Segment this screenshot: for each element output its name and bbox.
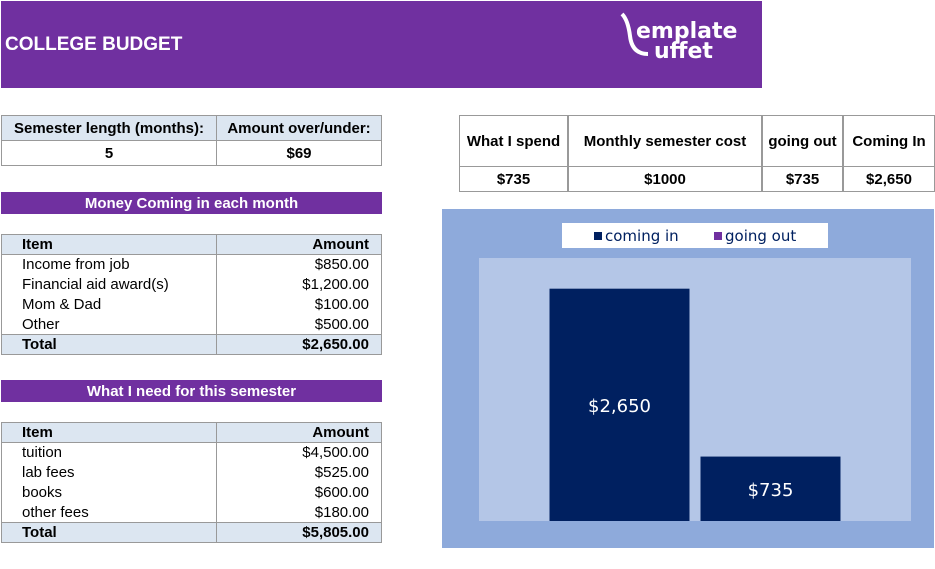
table-cell: $100.00 — [216, 294, 382, 315]
table-cell: lab fees — [1, 462, 217, 483]
bar — [700, 456, 841, 521]
section-title: What I need for this semester — [1, 380, 382, 402]
section-title: Money Coming in each month — [1, 192, 382, 214]
table-cell: Mom & Dad — [1, 294, 217, 315]
table-cell: $180.00 — [216, 502, 382, 523]
total-cell: Total — [1, 522, 217, 543]
total-cell: $5,805.00 — [216, 522, 382, 543]
table-cell: tuition — [1, 442, 217, 463]
header-cell: Amount — [216, 422, 382, 443]
plot-area — [479, 258, 911, 521]
table-cell: Income from job — [1, 254, 217, 275]
header-band: COLLEGE BUDGET — [1, 1, 762, 88]
header-cell: Item — [1, 422, 217, 443]
logo: emplate uffet — [620, 12, 737, 64]
header-cell: Coming In — [843, 115, 935, 167]
logo-text: uffet — [654, 39, 713, 64]
total-cell: $2,650.00 — [216, 334, 382, 355]
header-cell: Semester length (months): — [1, 115, 217, 141]
table-cell: Financial aid award(s) — [1, 274, 217, 295]
logo-hook — [620, 12, 649, 56]
table-cell: $600.00 — [216, 482, 382, 503]
value-cell: $2,650 — [843, 166, 935, 192]
value-cell: $735 — [459, 166, 568, 192]
logo-text: emplate — [636, 19, 737, 44]
legend-label: coming in — [605, 227, 679, 245]
value-cell: 5 — [1, 140, 217, 166]
header-cell: Item — [1, 234, 217, 255]
value-cell: $1000 — [568, 166, 762, 192]
data-label: $2,650 — [588, 396, 651, 417]
table-cell: books — [1, 482, 217, 503]
table-cell: $500.00 — [216, 314, 382, 335]
legend-marker — [714, 232, 722, 240]
bar — [549, 288, 690, 521]
value-cell: $735 — [762, 166, 843, 192]
table-cell: Other — [1, 314, 217, 335]
table-cell: $525.00 — [216, 462, 382, 483]
table-cell: $1,200.00 — [216, 274, 382, 295]
legend-marker — [594, 232, 602, 240]
legend-label: going out — [725, 227, 796, 245]
header-cell: Monthly semester cost — [568, 115, 762, 167]
table-cell: other fees — [1, 502, 217, 523]
header-cell: Amount — [216, 234, 382, 255]
total-cell: Total — [1, 334, 217, 355]
table-cell: $850.00 — [216, 254, 382, 275]
header-cell: going out — [762, 115, 843, 167]
header-cell: Amount over/under: — [216, 115, 382, 141]
chart: $2,650 $735 coming in going out — [442, 209, 934, 548]
page-title: COLLEGE BUDGET — [5, 34, 183, 55]
data-label: $735 — [748, 480, 794, 501]
value-cell: $69 — [216, 140, 382, 166]
legend-box — [562, 223, 828, 248]
table-cell: $4,500.00 — [216, 442, 382, 463]
header-cell: What I spend — [459, 115, 568, 167]
